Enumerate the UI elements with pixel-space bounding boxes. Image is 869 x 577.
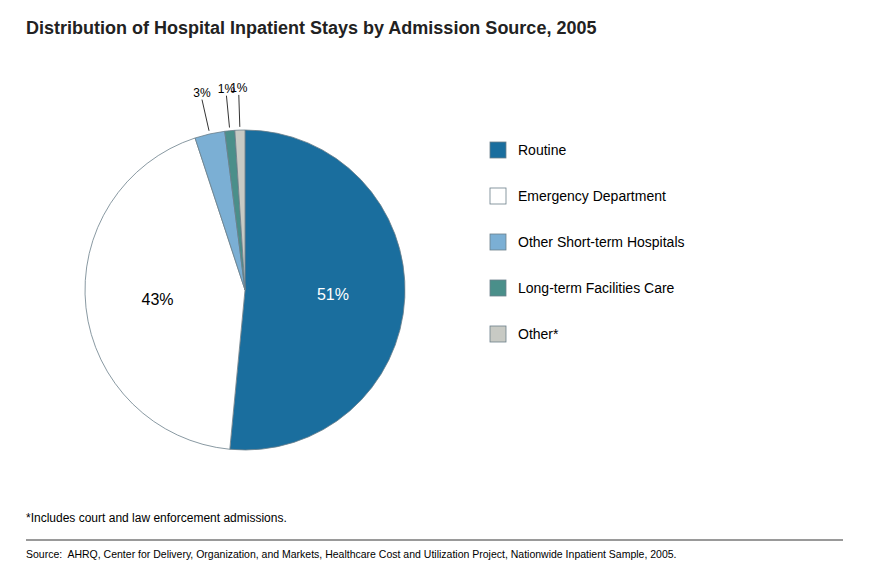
data-label: 43%: [142, 291, 174, 308]
legend-label: Emergency Department: [518, 188, 666, 204]
title: Distribution of Hospital Inpatient Stays…: [26, 18, 596, 38]
legend-label: Other Short-term Hospitals: [518, 234, 685, 250]
legend: Routine Emergency Department Other Short-t…: [490, 142, 685, 342]
legend-swatch: [490, 280, 506, 296]
leader-line: [226, 96, 229, 128]
leader-line: [239, 95, 240, 127]
background: [0, 0, 869, 577]
pie: [85, 130, 405, 450]
pie-slice: [235, 130, 245, 290]
legend-swatch: [490, 326, 506, 342]
source: Source: AHRQ, Center for Delivery, Organ…: [26, 548, 677, 560]
legend-swatch: [490, 188, 506, 204]
data-labels: 51%43%3%1%1%: [142, 81, 349, 308]
data-label: 1%: [230, 81, 248, 95]
legend-swatch: [490, 142, 506, 158]
legend-label: Other*: [518, 326, 559, 342]
footnote: *Includes court and law enforcement admi…: [26, 511, 287, 525]
legend-label: Routine: [518, 142, 566, 158]
legend-label: Long-term Facilities Care: [518, 280, 675, 296]
chart: Distribution of Hospital Inpatient Stays…: [0, 0, 869, 577]
leader-line: [202, 100, 209, 131]
pie-slice: [230, 130, 405, 450]
separator: [26, 540, 843, 541]
data-label: 51%: [317, 286, 349, 303]
data-label: 3%: [193, 86, 211, 100]
pie-slice: [225, 130, 245, 290]
legend-swatch: [490, 234, 506, 250]
